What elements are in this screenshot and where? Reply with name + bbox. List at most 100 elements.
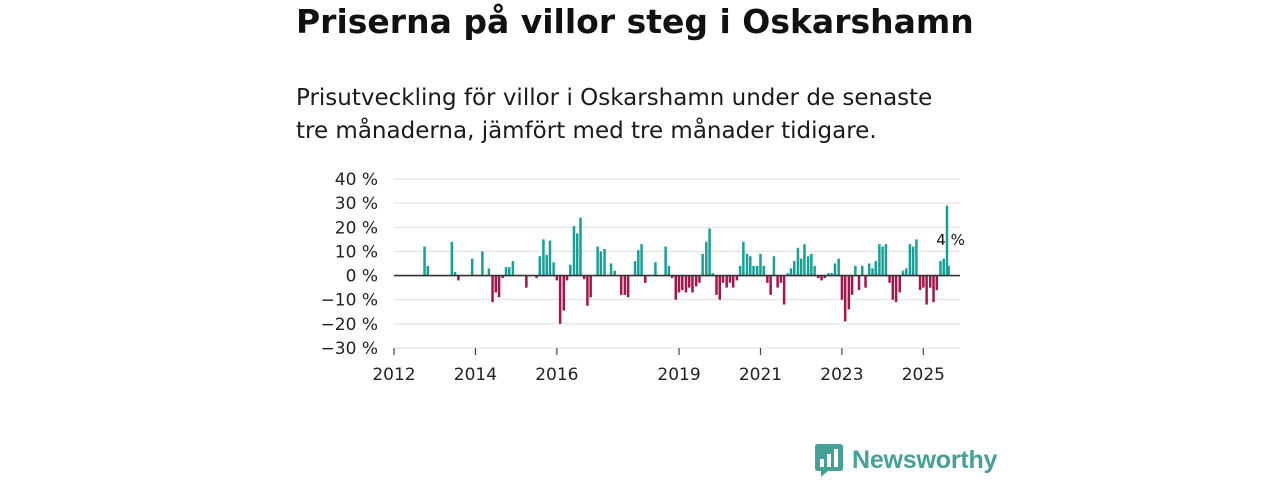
bar <box>776 275 779 288</box>
price-change-bar-chart: 40 %30 %20 %10 %0 %−10 %−20 %−30 % 2012 2… <box>321 170 965 385</box>
bar <box>674 275 678 300</box>
bar <box>898 275 901 293</box>
bar <box>664 246 667 276</box>
bar <box>538 256 542 276</box>
bar <box>569 264 572 276</box>
y-axis-labels: 40 % 30 % 20 % 10 % 0 % −10 % −20 % −30 % <box>321 170 378 359</box>
bar <box>867 263 871 276</box>
bar <box>731 275 735 288</box>
subtitle-line-1: Prisutveckling för villor i Oskarshamn u… <box>296 85 933 111</box>
bar <box>481 251 484 276</box>
bar <box>579 217 582 276</box>
bar <box>935 275 939 291</box>
newsworthy-brand[interactable]: Newsworthy <box>815 444 997 477</box>
x-tick-label: 2021 <box>739 365 782 385</box>
bar <box>908 244 912 276</box>
bar <box>715 275 718 295</box>
bar <box>735 275 739 281</box>
bar <box>881 246 884 276</box>
bar <box>738 265 742 276</box>
bar <box>840 275 844 300</box>
bar <box>925 275 928 305</box>
x-axis: 2012 2014 2016 2019 2021 2023 2025 <box>372 348 945 385</box>
bar <box>725 275 728 288</box>
bar <box>782 275 786 305</box>
bar <box>939 261 942 276</box>
bar <box>843 275 847 322</box>
bar <box>698 275 701 283</box>
bar <box>894 275 898 303</box>
bar <box>817 275 820 278</box>
bar <box>507 267 511 276</box>
bar <box>813 265 816 276</box>
bar <box>491 275 494 303</box>
bar <box>708 228 711 276</box>
bar <box>901 270 905 276</box>
bar <box>915 239 918 276</box>
bar <box>609 263 613 276</box>
bar <box>929 275 932 288</box>
bar <box>891 275 895 300</box>
bar <box>861 265 864 276</box>
bar <box>766 275 769 283</box>
brand-name: Newsworthy <box>852 446 998 474</box>
bar <box>837 258 840 276</box>
bar <box>603 249 606 276</box>
bar <box>884 244 888 276</box>
bar <box>752 265 755 276</box>
bar <box>633 261 637 276</box>
bar <box>762 265 765 276</box>
bar <box>470 258 474 276</box>
bar <box>789 268 793 276</box>
bar <box>654 262 657 276</box>
bar <box>823 275 827 278</box>
bar <box>833 263 837 276</box>
y-tick-label: 0 % <box>346 267 378 287</box>
bar <box>525 275 528 288</box>
bar <box>911 246 915 276</box>
bar <box>548 240 552 276</box>
bar <box>718 275 722 300</box>
x-tick-label: 2014 <box>454 365 497 385</box>
bar <box>755 265 759 276</box>
y-tick-label: −20 % <box>321 315 378 335</box>
bar <box>691 275 694 293</box>
bar <box>681 275 684 291</box>
bar <box>626 275 630 298</box>
bar <box>945 205 949 276</box>
bar <box>497 275 501 298</box>
bar <box>694 275 698 287</box>
bar <box>582 275 586 280</box>
bar <box>684 275 688 293</box>
bar <box>769 275 772 295</box>
bar <box>640 244 643 276</box>
bar <box>535 275 538 278</box>
bar <box>586 275 589 306</box>
bar <box>504 267 508 276</box>
bar <box>599 251 603 276</box>
y-tick-label: −30 % <box>321 339 378 359</box>
bar <box>918 275 922 291</box>
y-tick-label: 30 % <box>335 194 378 214</box>
bar <box>888 275 891 283</box>
bar <box>494 275 498 293</box>
bar <box>932 275 935 303</box>
bar <box>810 253 813 276</box>
x-tick-label: 2019 <box>657 365 700 385</box>
bar <box>552 262 555 276</box>
bar <box>864 275 867 288</box>
bar <box>742 241 745 276</box>
bar <box>759 253 762 276</box>
newsworthy-logo-icon <box>815 444 843 477</box>
y-tick-label: 40 % <box>335 170 378 190</box>
bar <box>542 239 545 276</box>
bar <box>942 258 945 276</box>
bar <box>947 265 950 276</box>
bar <box>721 275 725 283</box>
bar <box>575 233 579 276</box>
bar <box>613 270 616 276</box>
bar <box>850 275 854 295</box>
y-tick-label: −10 % <box>321 291 378 311</box>
bar <box>857 275 861 291</box>
x-tick-label: 2025 <box>902 365 945 385</box>
